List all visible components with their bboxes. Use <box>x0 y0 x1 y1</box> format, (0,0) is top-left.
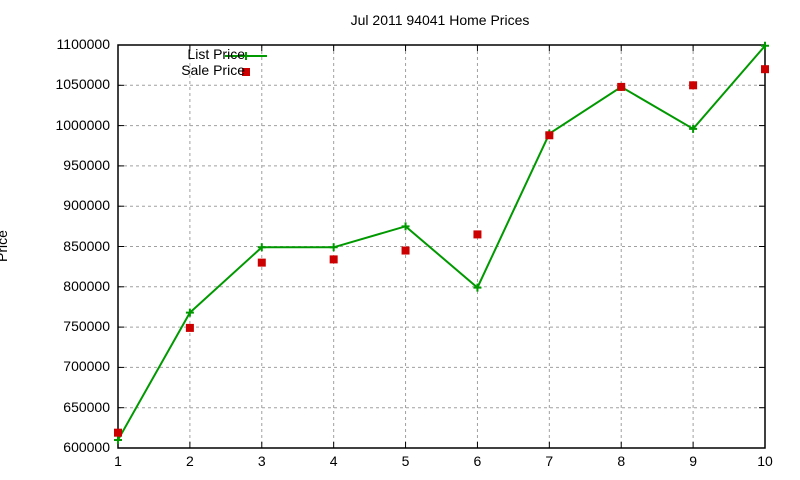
x-tick-label: 4 <box>329 453 338 469</box>
y-tick-label: 800000 <box>63 277 110 294</box>
axes <box>117 44 766 449</box>
y-axis-label: Price <box>0 230 10 262</box>
x-tick-label: 1 <box>114 453 122 469</box>
y-tick-label: 600000 <box>63 439 110 455</box>
legend-label-sale-price: Sale Price <box>181 62 245 78</box>
y-tick-label: 950000 <box>63 156 110 173</box>
legend-label-list-price: List Price <box>187 46 245 62</box>
y-tick-label: 1100000 <box>56 36 110 52</box>
x-tick-label: 2 <box>185 453 194 469</box>
series-layer <box>114 41 769 444</box>
legend <box>225 52 267 76</box>
chart-title: Jul 2011 94041 Home Prices <box>350 12 530 28</box>
y-tick-label: 1050000 <box>55 76 110 93</box>
y-tick-label: 750000 <box>63 318 110 335</box>
x-tick-label: 5 <box>401 453 410 469</box>
y-tick-label: 850000 <box>63 237 110 254</box>
y-tick-label: 700000 <box>63 358 110 375</box>
x-tick-label: 7 <box>545 453 554 469</box>
y-tick-label: 1000000 <box>55 116 110 133</box>
x-tick-label: 8 <box>617 453 626 469</box>
x-tick-label: 10 <box>757 453 773 469</box>
x-tick-label: 6 <box>473 453 482 469</box>
grid-lines <box>118 45 765 448</box>
x-tick-label: 3 <box>257 453 266 469</box>
y-tick-label: 650000 <box>63 398 110 415</box>
y-tick-label: 900000 <box>63 197 110 214</box>
x-tick-label: 9 <box>689 453 697 469</box>
